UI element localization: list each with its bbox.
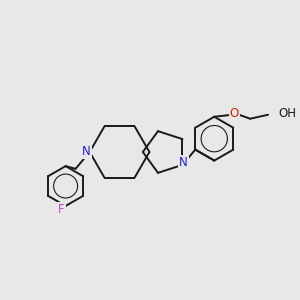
Text: N: N bbox=[82, 146, 91, 158]
Text: OH: OH bbox=[278, 107, 296, 120]
Text: O: O bbox=[230, 107, 239, 120]
Text: N: N bbox=[179, 156, 188, 170]
Text: F: F bbox=[58, 203, 65, 216]
